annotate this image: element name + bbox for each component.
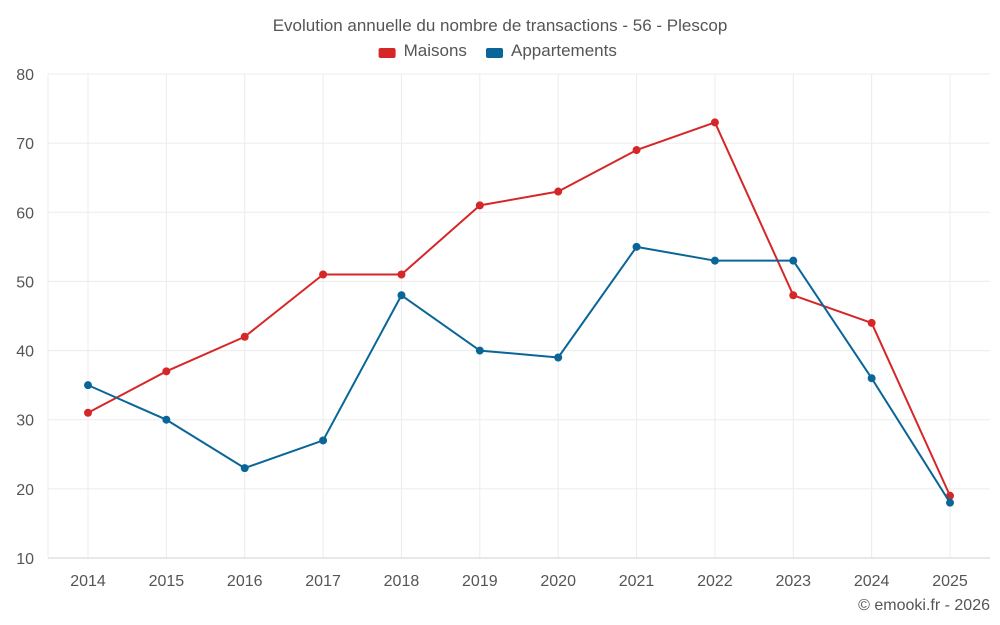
data-point-appartements [319, 436, 328, 445]
data-point-appartements [632, 242, 641, 251]
data-point-appartements [475, 346, 484, 355]
x-tick-label: 2022 [697, 573, 733, 590]
data-point-maisons [632, 146, 641, 155]
x-tick-label: 2025 [932, 573, 968, 590]
legend-item-appartements[interactable]: Appartements [486, 41, 617, 60]
series-group [84, 118, 954, 507]
data-point-maisons [84, 408, 92, 417]
y-tick-label: 40 [16, 344, 34, 361]
x-tick-label: 2015 [149, 573, 185, 590]
data-point-appartements [240, 464, 249, 473]
data-point-maisons [554, 187, 563, 196]
x-tick-label: 2016 [227, 573, 263, 590]
data-point-appartements [946, 498, 954, 507]
y-tick-label: 80 [16, 67, 34, 84]
legend-item-maisons[interactable]: Maisons [378, 41, 467, 60]
data-point-maisons [475, 201, 484, 210]
data-point-maisons [319, 270, 328, 279]
y-tick-label: 20 [16, 482, 34, 499]
y-tick-label: 60 [16, 205, 34, 222]
x-tick-label: 2017 [305, 573, 341, 590]
data-point-maisons [710, 118, 719, 127]
data-point-maisons [867, 318, 876, 327]
data-point-appartements [789, 256, 798, 265]
data-point-appartements [84, 381, 92, 390]
x-tick-label: 2021 [619, 573, 655, 590]
legend-label-appartements: Appartements [511, 41, 617, 60]
credit-text: © emooki.fr - 2026 [858, 597, 990, 614]
x-axis: 2014 2015 2016 2017 2018 2019 2020 2021 2022 2023… [70, 573, 968, 590]
data-point-appartements [867, 374, 876, 383]
series-line-appartements [87, 245, 951, 504]
x-tick-label: 2024 [854, 573, 890, 590]
legend: Maisons Appartements [378, 41, 617, 60]
x-tick-label: 2023 [775, 573, 811, 590]
y-tick-label: 30 [16, 413, 34, 430]
data-point-appartements [397, 291, 406, 300]
x-tick-label: 2019 [462, 573, 498, 590]
legend-label-maisons: Maisons [404, 41, 467, 60]
data-point-maisons [397, 270, 406, 279]
data-point-appartements [162, 415, 171, 424]
x-tick-label: 2014 [70, 573, 106, 590]
x-tick-label: 2018 [384, 573, 420, 590]
chart-title: Evolution annuelle du nombre de transact… [273, 16, 728, 35]
legend-swatch-appartements [486, 48, 503, 58]
data-point-maisons [789, 291, 798, 300]
y-tick-label: 70 [16, 136, 34, 153]
x-tick-label: 2020 [540, 573, 576, 590]
series-line-maisons [87, 121, 951, 497]
y-tick-label: 10 [16, 551, 34, 568]
data-point-appartements [710, 256, 719, 265]
y-tick-label: 50 [16, 274, 34, 291]
data-point-appartements [554, 353, 563, 362]
legend-swatch-maisons [378, 48, 396, 58]
data-point-maisons [240, 332, 249, 341]
y-axis: 10 20 30 40 50 60 70 80 [16, 67, 34, 568]
grid [47, 73, 990, 559]
data-point-maisons [162, 367, 171, 376]
